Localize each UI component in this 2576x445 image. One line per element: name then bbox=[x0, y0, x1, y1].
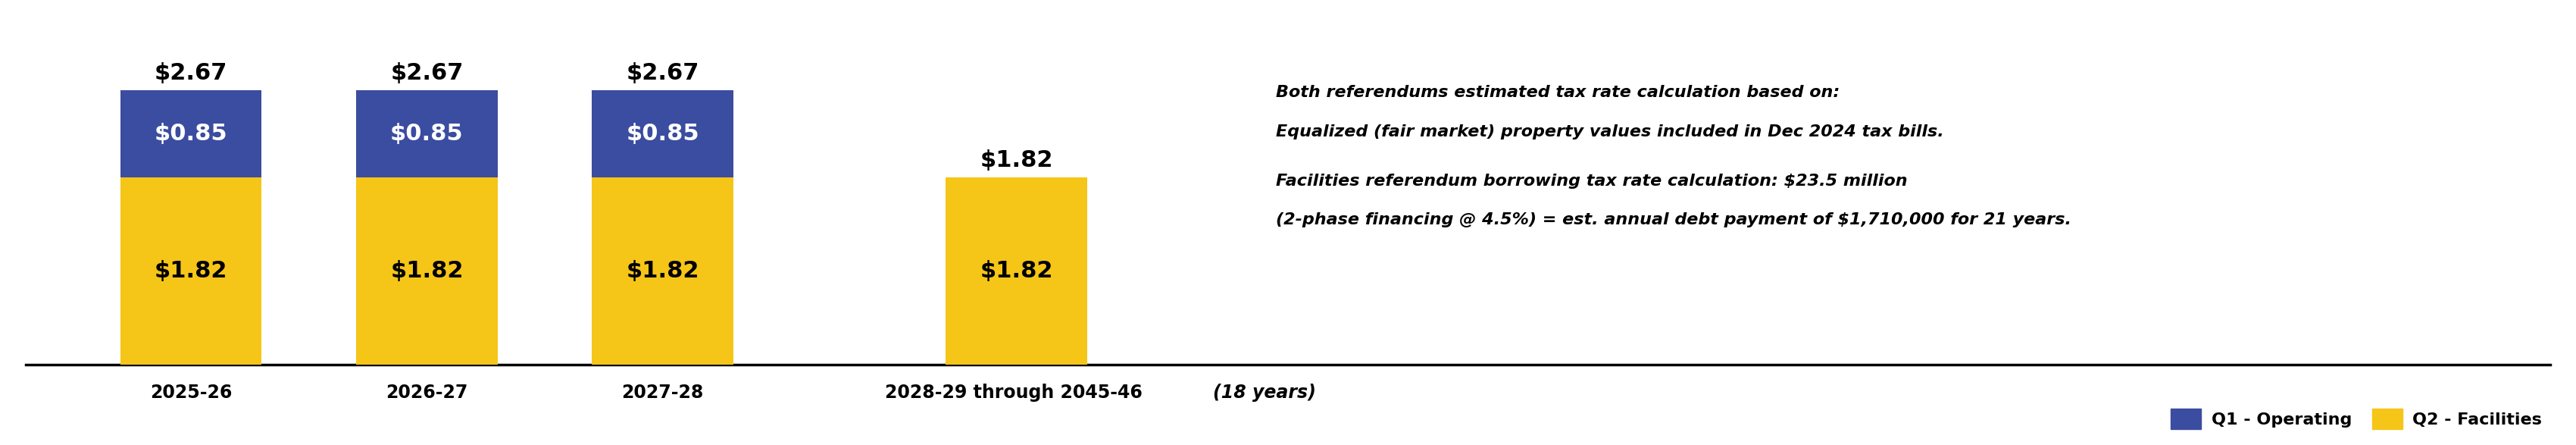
Text: $1.82: $1.82 bbox=[979, 260, 1054, 282]
Bar bbox=[355, 90, 497, 178]
Text: $0.85: $0.85 bbox=[389, 123, 464, 145]
Bar bbox=[355, 178, 497, 365]
Text: $0.85: $0.85 bbox=[155, 123, 227, 145]
Text: 2025-26: 2025-26 bbox=[149, 384, 232, 402]
Text: $0.85: $0.85 bbox=[626, 123, 698, 145]
Text: 2027-28: 2027-28 bbox=[621, 384, 703, 402]
Text: Both referendums estimated tax rate calculation based on:: Both referendums estimated tax rate calc… bbox=[1275, 85, 1839, 100]
Text: Equalized (fair market) property values included in Dec 2024 tax bills.: Equalized (fair market) property values … bbox=[1275, 124, 1945, 139]
Text: $2.67: $2.67 bbox=[626, 62, 698, 84]
Bar bbox=[121, 178, 263, 365]
Text: $1.82: $1.82 bbox=[626, 260, 698, 282]
Bar bbox=[592, 178, 734, 365]
Text: Facilities referendum borrowing tax rate calculation: $23.5 million: Facilities referendum borrowing tax rate… bbox=[1275, 174, 1909, 189]
Text: (18 years): (18 years) bbox=[1213, 384, 1316, 402]
Bar bbox=[945, 178, 1087, 365]
Legend: Q1 - Operating, Q2 - Facilities: Q1 - Operating, Q2 - Facilities bbox=[2172, 409, 2543, 429]
Bar bbox=[592, 90, 734, 178]
Text: $1.82: $1.82 bbox=[155, 260, 227, 282]
Text: 2026-27: 2026-27 bbox=[386, 384, 469, 402]
Text: $1.82: $1.82 bbox=[392, 260, 464, 282]
Text: 2028-29 through 2045-46: 2028-29 through 2045-46 bbox=[884, 384, 1149, 402]
Text: (2-phase financing @ 4.5%) = est. annual debt payment of $1,710,000 for 21 years: (2-phase financing @ 4.5%) = est. annual… bbox=[1275, 213, 2071, 228]
Text: $2.67: $2.67 bbox=[155, 62, 227, 84]
Text: $1.82: $1.82 bbox=[979, 150, 1054, 171]
Text: $2.67: $2.67 bbox=[392, 62, 464, 84]
Bar bbox=[121, 90, 263, 178]
